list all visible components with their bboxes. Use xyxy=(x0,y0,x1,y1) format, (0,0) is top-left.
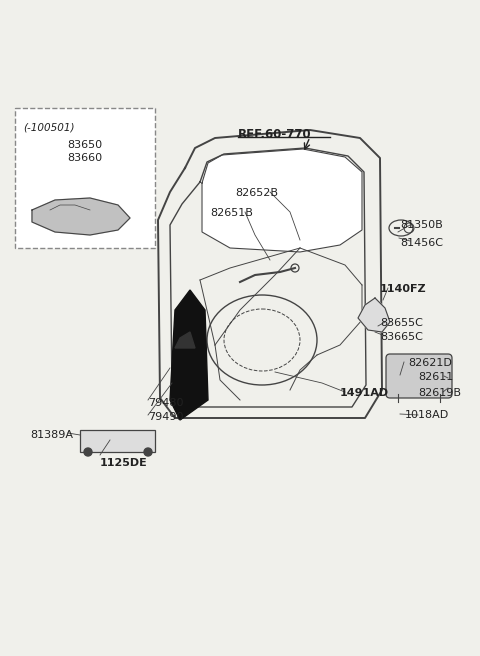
Text: 82611: 82611 xyxy=(418,372,453,382)
Text: 82651B: 82651B xyxy=(210,208,253,218)
Text: 82652B: 82652B xyxy=(235,188,278,198)
FancyBboxPatch shape xyxy=(15,108,155,248)
Text: 79490: 79490 xyxy=(148,412,183,422)
Text: 83665C: 83665C xyxy=(380,332,423,342)
Circle shape xyxy=(144,448,152,456)
Text: 83655C: 83655C xyxy=(380,318,423,328)
Text: REF.60-770: REF.60-770 xyxy=(238,128,312,141)
Text: 1018AD: 1018AD xyxy=(405,410,449,420)
Polygon shape xyxy=(202,149,362,252)
Text: (-100501): (-100501) xyxy=(23,122,74,132)
Text: 83650: 83650 xyxy=(67,140,103,150)
Polygon shape xyxy=(175,332,195,348)
Text: 83660: 83660 xyxy=(67,153,103,163)
Text: 81389A: 81389A xyxy=(30,430,73,440)
Text: 82619B: 82619B xyxy=(418,388,461,398)
Text: 1125DE: 1125DE xyxy=(100,458,148,468)
Text: 81456C: 81456C xyxy=(400,238,443,248)
Text: 79480: 79480 xyxy=(148,398,183,408)
Polygon shape xyxy=(32,198,130,235)
Text: 1491AD: 1491AD xyxy=(340,388,389,398)
Polygon shape xyxy=(358,298,390,332)
FancyBboxPatch shape xyxy=(386,354,452,398)
Circle shape xyxy=(84,448,92,456)
Text: 81350B: 81350B xyxy=(400,220,443,230)
Text: 1140FZ: 1140FZ xyxy=(380,284,427,294)
Text: 82621D: 82621D xyxy=(408,358,452,368)
Polygon shape xyxy=(170,290,208,420)
Bar xyxy=(80,430,155,452)
